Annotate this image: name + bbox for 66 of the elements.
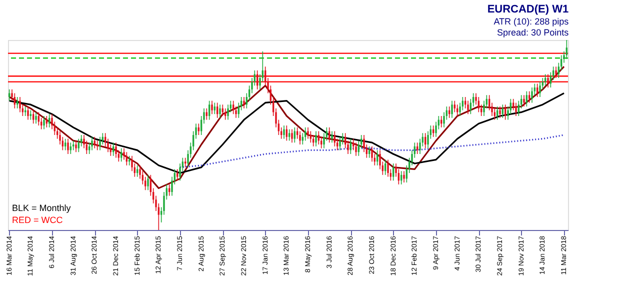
candlestick (451, 100, 453, 118)
candlestick (94, 136, 96, 149)
candlestick (403, 170, 405, 183)
candlestick (120, 148, 122, 162)
candlestick (328, 127, 330, 143)
candlestick (184, 157, 186, 168)
candlestick (224, 108, 226, 120)
candlestick (75, 140, 77, 152)
candlestick (454, 100, 456, 113)
candlestick (147, 174, 149, 190)
text: Spread: 30 Points (497, 28, 570, 38)
candlestick (19, 96, 21, 113)
candlestick (43, 116, 45, 130)
candlestick (294, 127, 296, 143)
candlestick (227, 104, 229, 120)
candlestick (136, 165, 138, 178)
candlestick (99, 136, 101, 151)
candlestick (307, 127, 309, 140)
candlestick (214, 102, 216, 114)
candlestick (176, 168, 178, 181)
text: ATR (10): 288 pips (494, 16, 570, 27)
candlestick (547, 74, 549, 88)
candlestick (30, 110, 32, 120)
candlestick (96, 140, 98, 151)
candlestick (8, 89, 10, 102)
candlestick (115, 142, 117, 158)
candlestick (72, 140, 74, 151)
candlestick (531, 87, 533, 104)
candlestick (355, 142, 357, 156)
candlestick (78, 138, 80, 152)
candlestick (64, 138, 66, 151)
candlestick (211, 100, 213, 114)
candlestick (387, 159, 389, 178)
candlestick (368, 146, 370, 158)
candlestick (515, 102, 517, 116)
candlestick (232, 100, 234, 114)
candlestick (27, 106, 29, 120)
candlestick (331, 130, 333, 143)
candlestick (371, 146, 373, 162)
candlestick (128, 156, 130, 166)
candlestick (67, 138, 69, 154)
candlestick (91, 136, 93, 151)
candlestick (291, 128, 293, 143)
candlestick (219, 104, 221, 118)
annotation: BLK = Monthly (12, 203, 72, 213)
candlestick (35, 112, 37, 124)
candlestick (206, 108, 208, 120)
annotation: RED = WCC (12, 215, 64, 225)
candlestick (310, 130, 312, 143)
candlestick (283, 125, 285, 140)
candlestick (304, 127, 306, 142)
candlestick (288, 128, 290, 142)
candlestick (523, 94, 525, 107)
candlestick (499, 106, 501, 118)
candlestick (339, 136, 341, 151)
candlestick (467, 100, 469, 114)
candlestick (315, 130, 317, 147)
candlestick (555, 66, 557, 78)
candlestick (528, 90, 530, 104)
candlestick (539, 81, 541, 98)
candlestick (544, 74, 546, 86)
candlestick (299, 130, 301, 145)
candlestick (32, 110, 34, 124)
chart-title: EURCAD(E) W1 (487, 4, 569, 16)
candlestick (168, 184, 170, 196)
candlestick (243, 96, 245, 109)
